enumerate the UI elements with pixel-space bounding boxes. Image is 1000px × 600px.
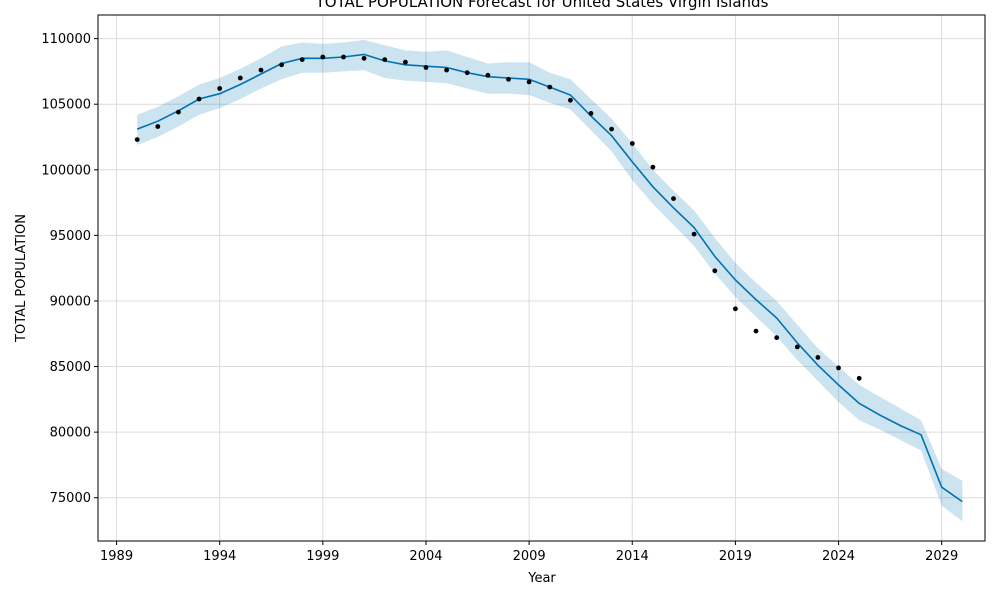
observed-point	[774, 335, 780, 341]
observed-point	[196, 96, 202, 102]
observed-point	[217, 86, 223, 91]
observed-point	[506, 76, 511, 82]
observed-point	[279, 62, 284, 68]
x-tick-label: 2009	[513, 549, 546, 564]
y-tick-label: 90000	[50, 294, 91, 309]
observed-point	[258, 67, 264, 73]
observed-point	[815, 355, 821, 360]
observed-point	[629, 141, 635, 146]
x-tick-label: 2019	[719, 549, 752, 564]
observed-point	[155, 124, 161, 129]
x-tick-label: 2004	[409, 549, 442, 564]
observed-point	[836, 365, 841, 371]
observed-point	[794, 344, 800, 350]
x-tick-label: 2014	[616, 549, 649, 564]
y-tick-label: 85000	[50, 360, 91, 375]
chart-title: TOTAL POPULATION Forecast for United Sta…	[315, 0, 769, 11]
observed-point	[320, 54, 326, 60]
x-axis-label: Year	[527, 571, 556, 586]
observed-points	[134, 54, 862, 381]
x-tick-label: 2024	[822, 549, 855, 564]
observed-point	[856, 375, 862, 381]
x-tick-label: 1994	[203, 549, 236, 564]
observed-point	[341, 54, 346, 60]
axes-frame	[97, 14, 986, 542]
y-tick-label: 110000	[41, 32, 91, 47]
y-tick-label: 80000	[50, 426, 91, 441]
observed-point	[691, 231, 697, 237]
y-tick-label: 75000	[50, 491, 91, 506]
observed-point	[609, 126, 614, 132]
observed-point	[176, 109, 181, 115]
observed-point	[568, 97, 573, 103]
observed-point	[485, 72, 491, 78]
observed-point	[299, 57, 305, 62]
x-tick-label: 1989	[100, 549, 133, 564]
observed-point	[712, 268, 718, 274]
x-axis-ticks: 1989 1994 1999 2004 2009 2014 2019 2024 2029	[100, 541, 958, 564]
observed-point	[134, 137, 140, 143]
observed-point	[423, 65, 429, 70]
observed-point	[650, 164, 656, 170]
observed-point	[382, 57, 388, 62]
observed-point	[403, 59, 408, 65]
observed-point	[464, 70, 470, 76]
y-tick-label: 105000	[41, 98, 91, 113]
y-tick-label: 95000	[50, 229, 91, 244]
observed-point	[361, 55, 367, 61]
observed-point	[444, 67, 449, 73]
observed-point	[237, 75, 243, 81]
y-axis-label: TOTAL POPULATION	[14, 214, 29, 343]
x-tick-label: 1999	[306, 549, 339, 564]
y-axis-ticks: 75000 80000 85000 90000 95000 100000 105000 110…	[41, 32, 98, 506]
observed-point	[547, 84, 553, 90]
observed-point	[526, 79, 532, 85]
x-tick-label: 2029	[925, 549, 958, 564]
grid-lines	[98, 15, 985, 541]
observed-point	[671, 196, 676, 202]
y-tick-label: 100000	[41, 163, 91, 178]
observed-point	[733, 306, 738, 312]
observed-point	[753, 328, 759, 334]
observed-point	[588, 111, 594, 116]
